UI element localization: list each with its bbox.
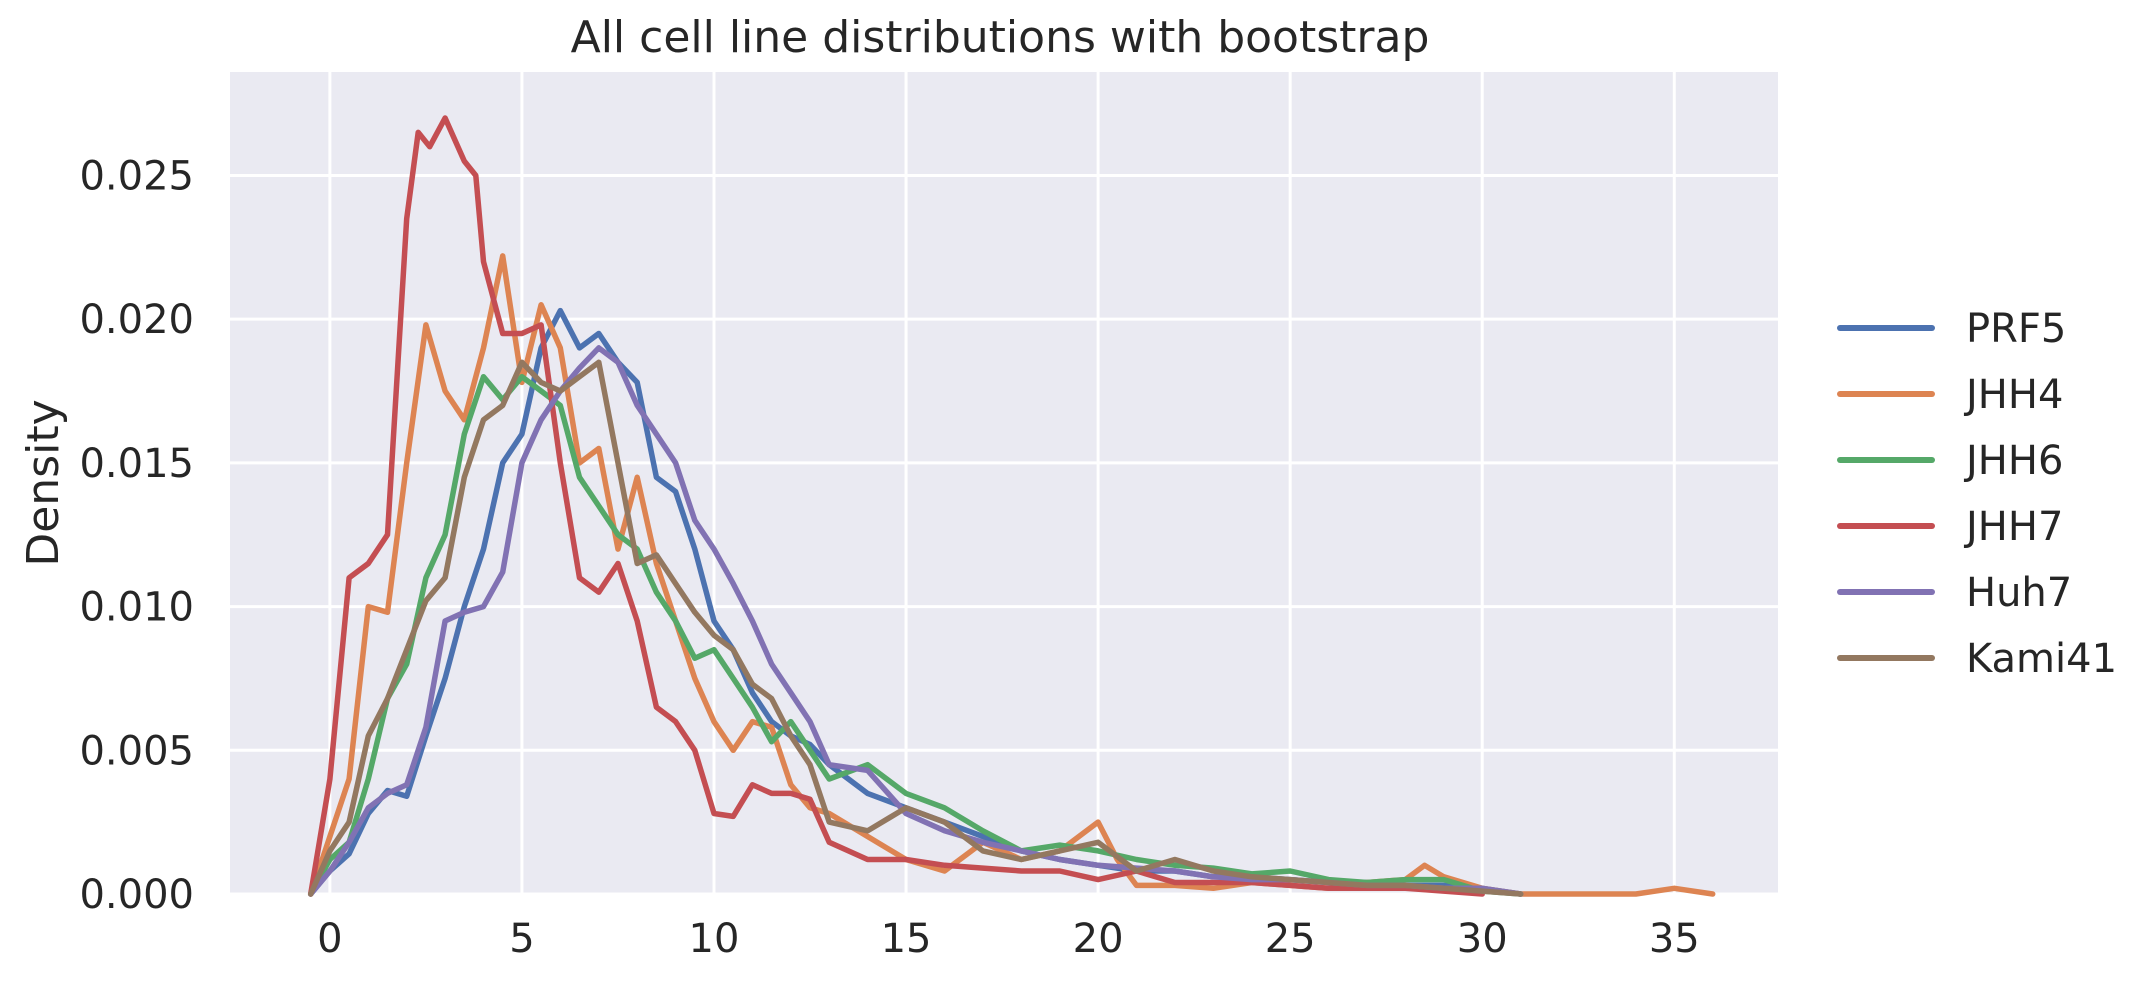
x-tick-labels: 0 5 10 15 20 25 30 35 [317,916,1700,962]
chart-title: All cell line distributions with bootstr… [571,12,1430,63]
legend-label-huh7: Huh7 [1966,570,2072,616]
series-line-jhh6 [307,373,1524,897]
x-tick-label: 0 [317,916,342,962]
legend-label-kami41: Kami41 [1966,636,2117,682]
x-tick-label: 30 [1457,916,1508,962]
y-tick-label: 0.025 [79,153,194,199]
plot-area [230,72,1778,894]
legend-label-prf5: PRF5 [1966,306,2066,352]
legend-label-jhh7: JHH7 [1963,504,2063,550]
y-tick-label: 0.020 [79,297,194,343]
legend-label-jhh4: JHH4 [1963,372,2063,418]
y-tick-label: 0.015 [79,441,194,487]
grid-lines [230,72,1778,896]
legend-label-jhh6: JHH6 [1963,438,2063,484]
series-lines [307,115,1716,897]
legend: PRF5 JHH4 JHH6 JHH7 Huh7 Kami41 [1837,306,2117,682]
y-tick-label: 0.005 [79,728,194,774]
y-tick-label: 0.000 [79,872,194,918]
x-tick-label: 5 [509,916,534,962]
y-tick-label: 0.010 [79,585,194,631]
x-tick-label: 25 [1265,916,1316,962]
series-line-huh7 [307,345,1524,897]
series-line-jhh7 [307,115,1485,897]
y-axis-label: Density [18,399,69,566]
x-tick-label: 35 [1649,916,1700,962]
y-tick-labels: 0.000 0.005 0.010 0.015 0.020 0.025 [79,153,194,918]
x-tick-label: 20 [1073,916,1124,962]
series-line-kami41 [307,359,1524,897]
x-tick-label: 10 [689,916,740,962]
x-tick-label: 15 [881,916,932,962]
